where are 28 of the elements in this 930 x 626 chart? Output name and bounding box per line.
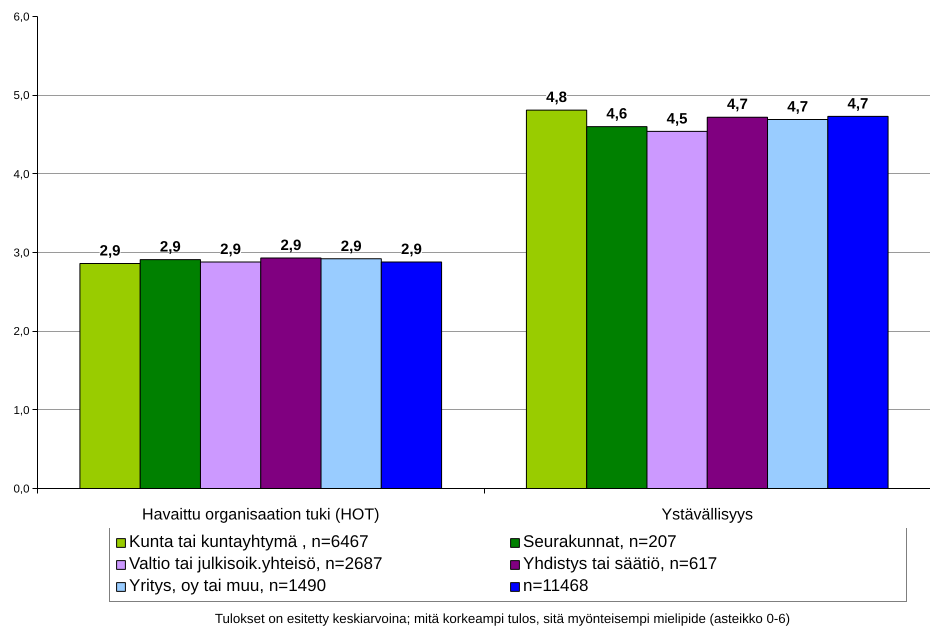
y-tick-label: 2,0 <box>14 326 30 338</box>
data-label: 2,9 <box>220 240 242 258</box>
data-label: 2,9 <box>340 238 362 255</box>
y-tick-label: 5,0 <box>14 90 30 102</box>
legend-label: Yritys, oy tai muu, n=1490 <box>129 576 328 596</box>
y-tick-label: 6,0 <box>14 12 30 24</box>
x-tick-label: Ystävällisyys <box>661 506 754 524</box>
legend-label: Seurakunnat, n=207 <box>523 532 678 552</box>
x-tick-label: Havaittu organisaation tuki (HOT) <box>142 506 380 524</box>
data-label: 2,9 <box>401 240 422 258</box>
data-label: 4,8 <box>546 89 567 106</box>
data-label: 4,7 <box>726 96 748 114</box>
data-label: 4,6 <box>606 106 628 123</box>
data-label: 2,9 <box>100 242 120 260</box>
legend-label: Yhdistys tai säätiö, n=617 <box>523 554 718 574</box>
data-label: 4,7 <box>848 95 868 112</box>
data-label: 4,5 <box>666 110 688 128</box>
y-tick-label: 4,0 <box>14 168 30 181</box>
data-label: 4,7 <box>787 98 808 116</box>
y-tick-label: 3,0 <box>14 248 30 260</box>
data-label: 2,9 <box>160 238 181 256</box>
data-label: 2,9 <box>280 237 302 254</box>
text: Tulokset on esitetty keskiarvoina; mitä korkeampi tulos, sitä myönteisempi mielipide (asteikko 0-6) <box>214 611 790 626</box>
legend-label: Kunta tai kuntayhtymä , n=6467 <box>129 532 370 552</box>
y-tick-label: 0,0 <box>14 484 30 496</box>
legend-label: n=11468 <box>523 576 590 596</box>
y-tick-label: 1,0 <box>14 404 30 417</box>
legend-label: Valtio tai julkisoik.yhteisö, n=2687 <box>129 554 384 574</box>
